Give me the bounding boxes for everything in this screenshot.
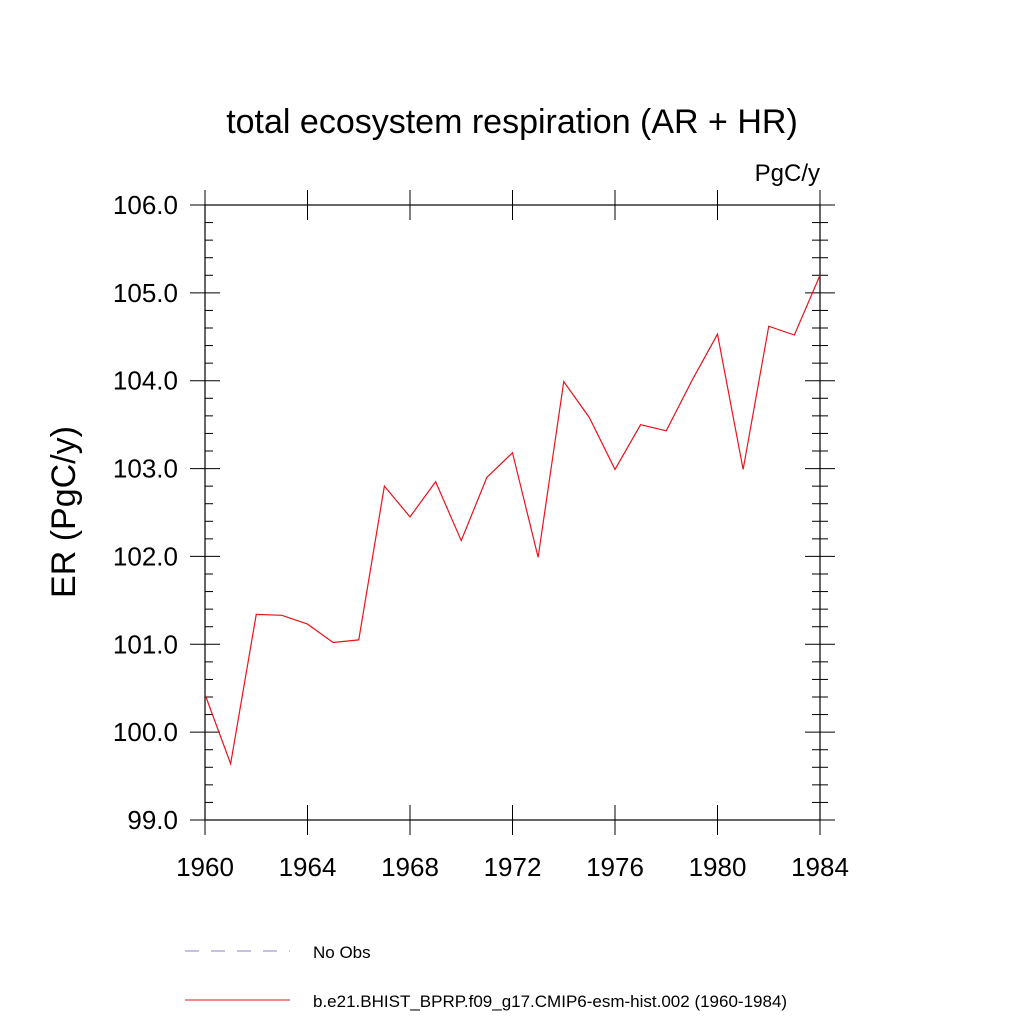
y-axis-label: ER (PgC/y) [45, 426, 83, 598]
y-tick-label: 102.0 [113, 541, 178, 571]
legend-label: b.e21.BHIST_BPRP.f09_g17.CMIP6-esm-hist.… [313, 992, 787, 1011]
chart-title: total ecosystem respiration (AR + HR) [226, 103, 798, 141]
plot-frame [204, 204, 821, 821]
series-line [204, 275, 821, 767]
y-tick-label: 105.0 [113, 278, 178, 308]
x-tick-label: 1972 [484, 852, 542, 882]
axis-ticks [190, 190, 835, 835]
y-tick-label: 100.0 [113, 717, 178, 747]
x-tick-label: 1984 [791, 852, 849, 882]
y-tick-label: 106.0 [113, 190, 178, 220]
x-tick-label: 1968 [381, 852, 439, 882]
y-tick-label: 103.0 [113, 454, 178, 484]
series-group [204, 275, 821, 767]
legend: No Obs b.e21.BHIST_BPRP.f09_g17.CMIP6-esm… [185, 943, 787, 1011]
x-tick-label: 1964 [279, 852, 337, 882]
x-tick-label: 1976 [586, 852, 644, 882]
x-tick-label: 1980 [689, 852, 747, 882]
axis-tick-labels: 99.0 100.0 101.0 102.0 103.0 104.0 105.0 106.0 1… [113, 190, 849, 882]
legend-label: No Obs [313, 943, 371, 962]
y-tick-label: 101.0 [113, 629, 178, 659]
x-tick-label: 1960 [176, 852, 234, 882]
y-tick-label: 104.0 [113, 366, 178, 396]
units-label: PgC/y [755, 160, 820, 187]
y-tick-label: 99.0 [127, 805, 178, 835]
